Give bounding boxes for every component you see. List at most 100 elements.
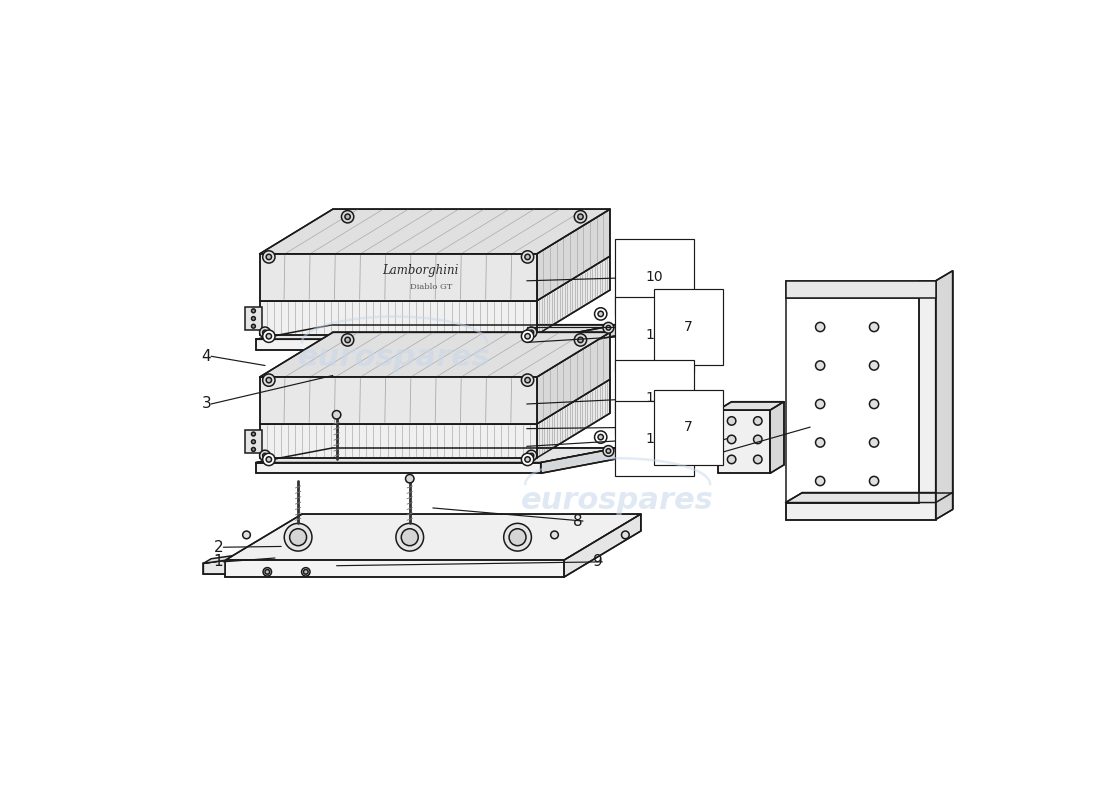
- Circle shape: [727, 435, 736, 444]
- Polygon shape: [260, 377, 537, 424]
- Circle shape: [252, 309, 255, 313]
- Circle shape: [263, 454, 275, 466]
- Polygon shape: [260, 301, 537, 334]
- Circle shape: [869, 476, 879, 486]
- Polygon shape: [260, 209, 609, 254]
- Circle shape: [260, 327, 271, 338]
- Circle shape: [521, 250, 534, 263]
- Polygon shape: [717, 402, 784, 410]
- Circle shape: [727, 455, 736, 464]
- Circle shape: [521, 374, 534, 386]
- Circle shape: [509, 529, 526, 546]
- Text: 7: 7: [684, 420, 693, 434]
- Polygon shape: [537, 379, 609, 458]
- Circle shape: [815, 361, 825, 370]
- Circle shape: [263, 568, 272, 576]
- Circle shape: [815, 438, 825, 447]
- Circle shape: [263, 330, 267, 334]
- Polygon shape: [563, 514, 640, 578]
- Circle shape: [595, 308, 607, 320]
- Circle shape: [754, 435, 762, 444]
- Circle shape: [621, 531, 629, 538]
- Circle shape: [606, 449, 610, 454]
- Text: 7: 7: [684, 320, 693, 334]
- Polygon shape: [224, 514, 640, 560]
- Circle shape: [521, 454, 534, 466]
- Text: Lamborghini: Lamborghini: [382, 264, 459, 277]
- Text: eurospares: eurospares: [298, 343, 491, 372]
- Polygon shape: [537, 256, 609, 334]
- Polygon shape: [255, 462, 541, 474]
- Circle shape: [525, 378, 530, 383]
- Circle shape: [345, 338, 350, 342]
- Circle shape: [406, 474, 414, 483]
- Text: 1: 1: [213, 554, 223, 570]
- Circle shape: [402, 529, 418, 546]
- Circle shape: [252, 317, 255, 321]
- Polygon shape: [537, 332, 609, 424]
- Polygon shape: [255, 339, 541, 350]
- Text: 5: 5: [627, 458, 637, 473]
- Text: 10: 10: [646, 270, 663, 284]
- Polygon shape: [537, 209, 609, 301]
- Circle shape: [263, 250, 275, 263]
- Text: 3: 3: [201, 397, 211, 411]
- Polygon shape: [204, 560, 224, 574]
- Polygon shape: [260, 332, 609, 377]
- Polygon shape: [260, 424, 537, 458]
- Circle shape: [869, 438, 879, 447]
- Text: 10: 10: [646, 432, 663, 446]
- Text: 10: 10: [646, 328, 663, 342]
- Circle shape: [252, 324, 255, 328]
- Polygon shape: [245, 430, 262, 454]
- Circle shape: [341, 334, 354, 346]
- Circle shape: [754, 417, 762, 425]
- Polygon shape: [770, 402, 784, 474]
- Circle shape: [603, 322, 614, 333]
- Circle shape: [526, 327, 537, 338]
- Circle shape: [396, 523, 424, 551]
- Circle shape: [598, 434, 604, 440]
- Polygon shape: [541, 325, 618, 350]
- Circle shape: [578, 214, 583, 219]
- Circle shape: [815, 476, 825, 486]
- Polygon shape: [255, 448, 618, 462]
- Circle shape: [301, 568, 310, 576]
- Circle shape: [529, 454, 534, 458]
- Circle shape: [526, 450, 537, 461]
- Text: 6: 6: [666, 458, 675, 473]
- Circle shape: [289, 529, 307, 546]
- Circle shape: [263, 330, 275, 342]
- Circle shape: [869, 322, 879, 332]
- Circle shape: [266, 457, 272, 462]
- Circle shape: [266, 254, 272, 260]
- Circle shape: [284, 523, 312, 551]
- Circle shape: [525, 254, 530, 260]
- Circle shape: [606, 326, 610, 330]
- Circle shape: [578, 338, 583, 342]
- Text: 2: 2: [213, 540, 223, 554]
- Text: 10: 10: [646, 391, 663, 405]
- Circle shape: [265, 570, 269, 574]
- Circle shape: [574, 210, 586, 223]
- Polygon shape: [245, 307, 262, 330]
- Circle shape: [815, 322, 825, 332]
- Circle shape: [869, 361, 879, 370]
- Circle shape: [243, 531, 251, 538]
- Circle shape: [551, 531, 559, 538]
- Circle shape: [252, 432, 255, 436]
- Circle shape: [595, 431, 607, 443]
- Circle shape: [332, 410, 341, 419]
- Polygon shape: [936, 270, 953, 519]
- Circle shape: [521, 330, 534, 342]
- Circle shape: [266, 334, 272, 339]
- Circle shape: [263, 454, 267, 458]
- Text: Diablo GT: Diablo GT: [410, 282, 453, 290]
- Circle shape: [341, 210, 354, 223]
- Polygon shape: [204, 556, 233, 563]
- Circle shape: [598, 311, 604, 317]
- Polygon shape: [255, 325, 618, 339]
- Polygon shape: [717, 410, 770, 474]
- Circle shape: [727, 417, 736, 425]
- Circle shape: [574, 334, 586, 346]
